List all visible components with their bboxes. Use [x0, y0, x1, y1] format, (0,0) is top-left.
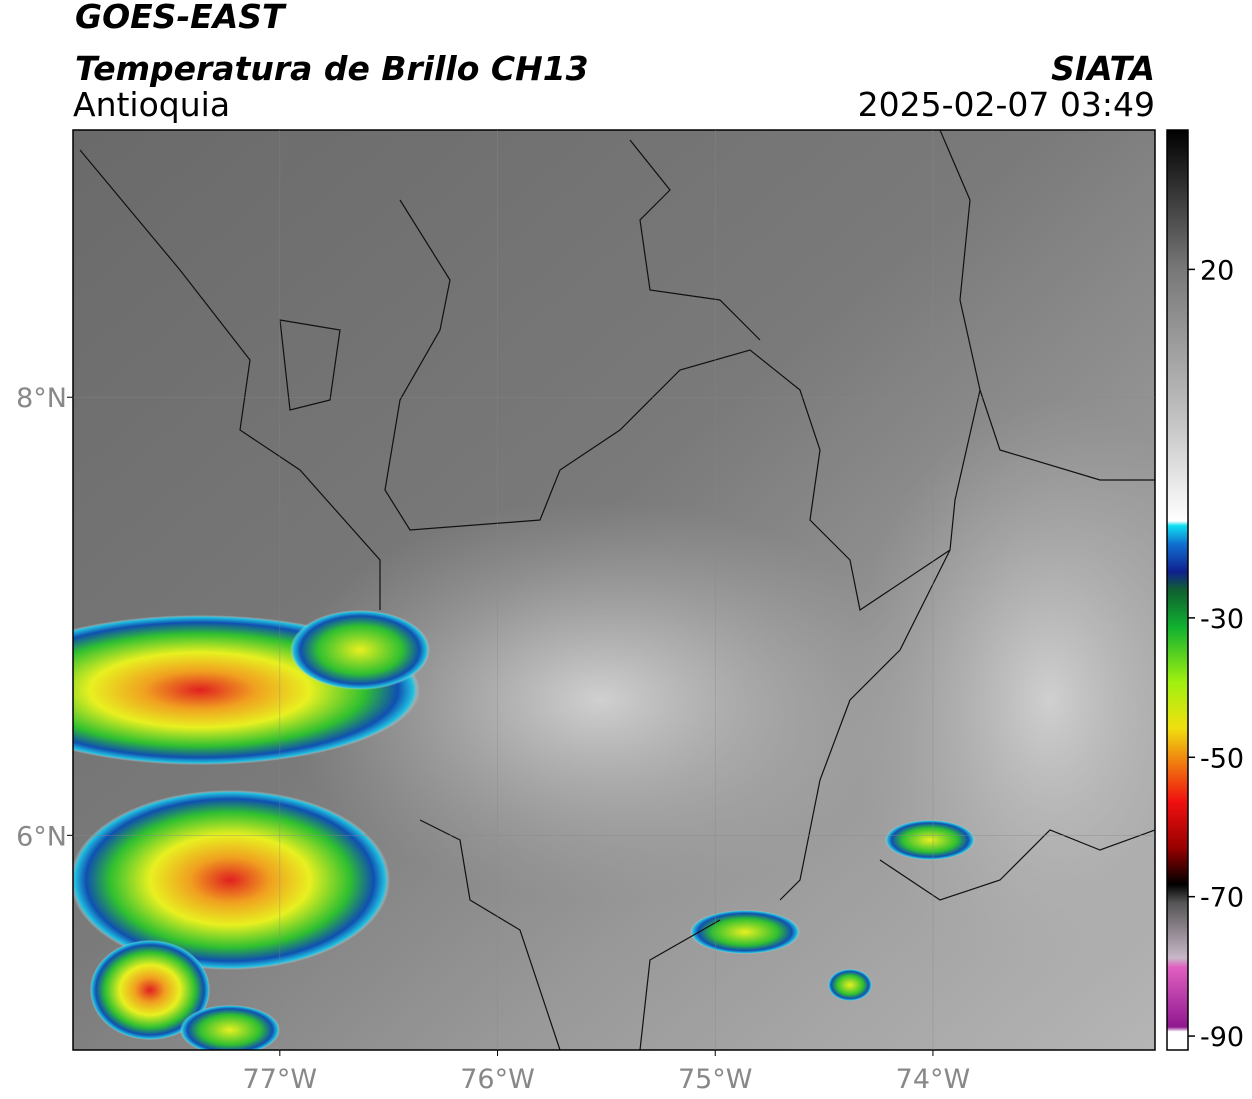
title: GOES-EAST	[75, 0, 287, 36]
y-tick-label: 8°N	[16, 383, 67, 414]
x-tick-label: 75°W	[678, 1064, 753, 1095]
colorbar-label: -50	[1200, 743, 1244, 774]
colorbar-label: -30	[1200, 604, 1244, 635]
cloud	[290, 610, 430, 690]
region: Antioquia	[73, 85, 230, 124]
haze	[850, 400, 1155, 1000]
x-tick-label: 77°W	[243, 1064, 318, 1095]
subtitle: Temperatura de Brillo CH13	[75, 49, 589, 88]
source: SIATA	[1051, 49, 1155, 88]
y-tick-label: 6°N	[16, 821, 67, 852]
haze	[280, 500, 920, 900]
map-frame	[72, 129, 1156, 1051]
cloud	[828, 969, 872, 1001]
colorbar-label: -90	[1200, 1022, 1244, 1053]
borders	[79, 130, 1155, 1050]
colorbar-label: 20	[1200, 255, 1234, 286]
imagery	[73, 130, 1155, 1050]
cloud	[180, 1005, 280, 1050]
cloud	[690, 910, 800, 954]
cloud	[885, 820, 975, 860]
cloud	[73, 790, 390, 970]
x-tick-label: 74°W	[896, 1064, 971, 1095]
timestamp: 2025-02-07 03:49	[858, 85, 1155, 124]
cloud	[90, 940, 210, 1040]
x-tick-label: 76°W	[460, 1064, 535, 1095]
colorbar-label: -70	[1200, 883, 1244, 914]
colorbar	[1166, 129, 1189, 1051]
